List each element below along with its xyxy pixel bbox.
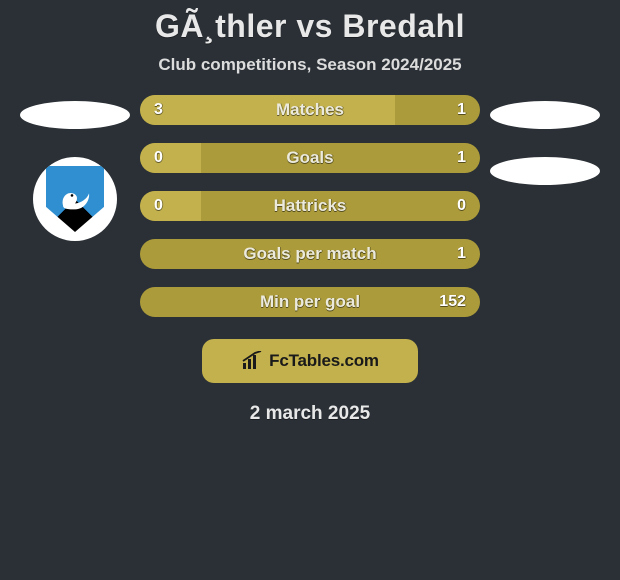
stat-right-value: 0	[457, 197, 466, 215]
comparison-row: 3 Matches 1 0 Goals 1 0 Hattricks 0 Goal…	[0, 95, 620, 317]
stat-row-min-per-goal: Min per goal 152	[140, 287, 480, 317]
stat-right-value: 1	[457, 149, 466, 167]
stat-row-hattricks: 0 Hattricks 0	[140, 191, 480, 221]
stat-left-value: 3	[154, 101, 163, 119]
stats-column: 3 Matches 1 0 Goals 1 0 Hattricks 0 Goal…	[140, 95, 480, 317]
stat-label: Hattricks	[274, 196, 347, 216]
right-flag-placeholder	[490, 101, 600, 129]
stat-label: Matches	[276, 100, 344, 120]
brand-text: FcTables.com	[269, 351, 379, 371]
bar-chart-icon	[241, 351, 263, 371]
left-flag-placeholder	[20, 101, 130, 129]
brand-badge: FcTables.com	[202, 339, 418, 383]
stat-left-value: 0	[154, 197, 163, 215]
page-title: GÃ¸thler vs Bredahl	[0, 8, 620, 45]
stat-right-value: 152	[439, 293, 466, 311]
stat-fill-left	[140, 95, 395, 125]
left-club-logo	[33, 157, 117, 241]
stat-row-matches: 3 Matches 1	[140, 95, 480, 125]
stats-card: GÃ¸thler vs Bredahl Club competitions, S…	[0, 0, 620, 425]
stat-left-value: 0	[154, 149, 163, 167]
stat-row-goals-per-match: Goals per match 1	[140, 239, 480, 269]
left-club-column	[20, 95, 130, 241]
stat-right-value: 1	[457, 245, 466, 263]
stat-label: Goals per match	[243, 244, 376, 264]
swan-icon	[57, 183, 93, 213]
right-club-column	[490, 95, 600, 185]
stat-label: Min per goal	[260, 292, 360, 312]
stat-fill-left	[140, 191, 201, 221]
right-club-placeholder	[490, 157, 600, 185]
stat-label: Goals	[286, 148, 333, 168]
stat-row-goals: 0 Goals 1	[140, 143, 480, 173]
page-subtitle: Club competitions, Season 2024/2025	[0, 55, 620, 75]
stat-right-value: 1	[457, 101, 466, 119]
footer-date: 2 march 2025	[0, 403, 620, 425]
stat-fill-left	[140, 143, 201, 173]
